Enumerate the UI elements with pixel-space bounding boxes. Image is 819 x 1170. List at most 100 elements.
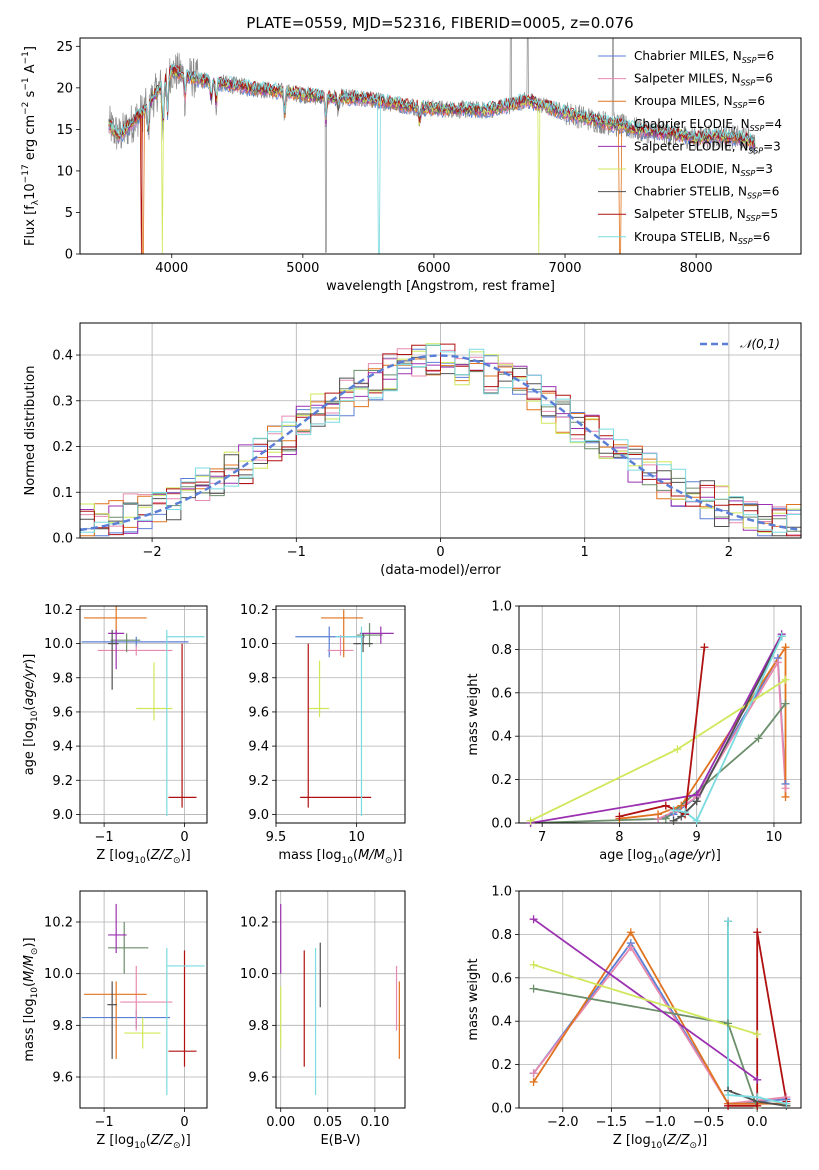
x-tick-label: −1: [287, 545, 306, 560]
label-part: SSP: [747, 192, 762, 201]
axes-frame: [518, 605, 802, 824]
mass-weight-marker: [661, 801, 670, 810]
x-axis-label: Z [log10(Z/Z⊙)]: [613, 1133, 707, 1151]
label-part: Kroupa MILES, N: [634, 94, 733, 108]
mass-weight-marker: [529, 915, 538, 924]
legend-entry: Chabrier ELODIE, NSSP=4: [634, 117, 782, 133]
x-tick-label: 0: [436, 545, 444, 560]
label-part: )]: [711, 848, 721, 863]
label-part: (: [146, 848, 151, 863]
label-part: Kroupa ELODIE, N: [634, 162, 741, 176]
y-tick-label: 0.8: [491, 643, 512, 658]
mass-weight-marker: [661, 814, 670, 823]
label-part: (: [22, 706, 37, 711]
x-tick-label: 9: [693, 830, 701, 845]
x-tick-label: 0.05: [313, 1115, 342, 1130]
label-part: =3: [763, 139, 781, 153]
label-part: 10: [23, 183, 38, 200]
mass-weight-line: [533, 963, 758, 1036]
label-part: Salpeter MILES, N: [634, 72, 741, 86]
label-part: mass weight: [466, 958, 481, 1040]
label-part: SSP: [741, 79, 756, 88]
axes-frame: [518, 890, 802, 1109]
plot-area: [280, 903, 400, 1096]
label-part: Salpeter STELIB, N: [634, 207, 746, 221]
normal-distribution-curve: [80, 354, 801, 532]
label-part: ]: [23, 46, 38, 51]
mass-weight-marker: [692, 797, 701, 806]
y-axis-label: mass [log10(M/M⊙)]: [22, 937, 40, 1061]
mass-weight-line: [530, 633, 783, 823]
y-tick-label: 9.0: [52, 808, 73, 823]
axes-frame: [79, 37, 802, 255]
mass-weight-marker: [700, 643, 709, 652]
y-axis-label: mass weight: [466, 958, 481, 1040]
grid-lines: [80, 891, 207, 1108]
label-part: =6: [755, 72, 773, 86]
legend-entry: Chabrier STELIB, NSSP=6: [634, 185, 779, 201]
y-tick-label: 10: [56, 164, 73, 179]
mass-weight-marker: [753, 928, 762, 937]
plot-area: [80, 343, 801, 537]
x-tick-label: −1: [95, 830, 114, 845]
legend-entry: Kroupa STELIB, NSSP=6: [634, 230, 770, 246]
residual-histogram-panel: −2 −1 0 1 2 0.0 0.1 0.2 0.3 0.4 (data-model)/error…: [23, 322, 802, 578]
y-tick-label: 10.2: [44, 916, 73, 931]
label-part: Chabrier MILES, N: [634, 49, 742, 63]
mass-weight-marker: [781, 792, 790, 801]
label-part: M/M: [358, 848, 385, 863]
y-tick-label: 0.6: [491, 971, 512, 986]
y-tick-label: 20: [56, 81, 73, 96]
label-part: =6: [747, 94, 765, 108]
x-axis-label: wavelength [Angstrom, rest frame]: [326, 279, 555, 294]
label-part: mass weight: [466, 673, 481, 755]
y-tick-label: 10.0: [44, 967, 73, 982]
mass-vs-ebv-panel: 0.00 0.05 0.10 9.6 9.8 10.0 10.2 E(B-V): [240, 890, 406, 1148]
label-part: =6: [762, 185, 780, 199]
plot-area: [81, 903, 205, 1096]
y-tick-label: 0.0: [491, 817, 512, 832]
label-part: s: [23, 90, 38, 101]
y-tick-label: 9.6: [248, 1071, 269, 1086]
label-part: Z/Z: [666, 1133, 690, 1148]
label-part: Z [log: [96, 1133, 134, 1148]
label-part: mass [log: [278, 848, 341, 863]
mass-weight-line: [673, 636, 783, 823]
label-part: ⊙: [173, 1141, 181, 1151]
label-part: −1: [21, 77, 31, 90]
y-tick-label: 9.2: [52, 774, 73, 789]
x-tick-label: −1.0: [644, 1115, 676, 1130]
y-axis-label: Normed distribution: [23, 366, 38, 496]
label-part: −1: [21, 51, 31, 64]
label-part: −17: [21, 164, 31, 183]
legend-entry: Salpeter ELODIE, NSSP=3: [634, 139, 781, 155]
y-tick-label: 10.2: [44, 603, 73, 618]
label-part: E(B-V): [320, 1133, 360, 1148]
y-tick-label: 10.0: [240, 637, 269, 652]
mass-weight-marker: [529, 984, 538, 993]
mass-weight-marker: [529, 1077, 538, 1086]
y-tick-label: 9.8: [52, 1019, 73, 1034]
x-axis-label: mass [log10(M/M⊙)]: [278, 848, 402, 866]
x-tick-label: 0.10: [360, 1115, 389, 1130]
label-part: (: [664, 848, 669, 863]
legend-entry: Kroupa MILES, NSSP=6: [634, 94, 765, 110]
label-part: ⊙: [173, 856, 181, 866]
x-tick-label: −2: [143, 545, 162, 560]
mass-weight-marker: [777, 632, 786, 641]
label-part: 10: [652, 856, 664, 866]
y-tick-label: 0.0: [52, 532, 73, 547]
label-part: age/yr: [669, 848, 712, 863]
label-part: (: [662, 1133, 667, 1148]
mass-weight-marker: [669, 816, 678, 825]
label-part: Kroupa STELIB, N: [634, 230, 738, 244]
label-part: −2: [21, 102, 31, 115]
y-tick-label: 9.2: [248, 774, 269, 789]
label-part: Z/Z: [150, 848, 174, 863]
mass-weight-marker: [754, 734, 763, 743]
y-tick-label: 15: [56, 123, 73, 138]
y-tick-label: 0.1: [52, 486, 73, 501]
mass-weight-marker: [753, 1093, 762, 1102]
